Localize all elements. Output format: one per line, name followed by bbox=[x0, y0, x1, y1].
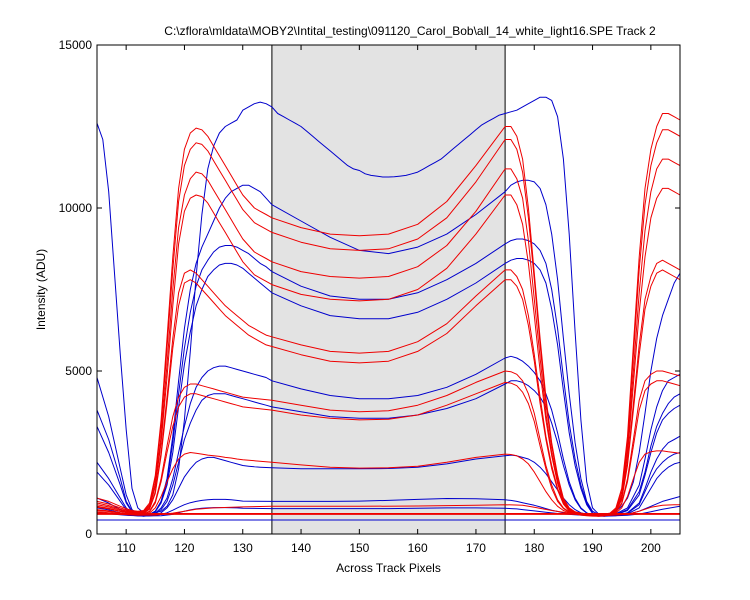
x-tick-label: 140 bbox=[291, 541, 311, 555]
y-axis-label: Intensity (ADU) bbox=[34, 249, 48, 330]
shaded-region bbox=[271, 45, 506, 534]
y-tick-label: 0 bbox=[85, 527, 92, 541]
series-layer bbox=[96, 96, 681, 521]
x-tick-label: 130 bbox=[233, 541, 253, 555]
y-tick-label: 5000 bbox=[65, 364, 92, 378]
x-tick-label: 110 bbox=[117, 541, 136, 555]
series-line-red-19 bbox=[96, 450, 681, 517]
y-axis: 0 5000 10000 15000 bbox=[59, 38, 680, 541]
plot-area: 110 120 130 140 150 160 170 180 190 200 0 5000 1000… bbox=[59, 38, 681, 555]
plot-frame bbox=[96, 44, 681, 535]
x-tick-label: 180 bbox=[524, 541, 544, 555]
x-tick-label: 150 bbox=[349, 541, 369, 555]
x-axis-label: Across Track Pixels bbox=[336, 561, 441, 575]
chart-title: C:\zflora\mldata\MOBY2\Intital_testing\0… bbox=[164, 24, 656, 38]
y-tick-label: 10000 bbox=[59, 201, 93, 215]
series-line-blue-1 bbox=[96, 96, 681, 515]
x-tick-label: 200 bbox=[641, 541, 661, 555]
x-tick-label: 190 bbox=[583, 541, 603, 555]
series-line-red-18 bbox=[96, 380, 681, 517]
x-tick-label: 120 bbox=[174, 541, 194, 555]
series-line-red-20 bbox=[96, 504, 680, 516]
x-axis: 110 120 130 140 150 160 170 180 190 200 bbox=[117, 45, 661, 555]
x-tick-label: 160 bbox=[408, 541, 428, 555]
y-tick-label: 15000 bbox=[59, 38, 93, 52]
x-tick-label: 170 bbox=[466, 541, 486, 555]
